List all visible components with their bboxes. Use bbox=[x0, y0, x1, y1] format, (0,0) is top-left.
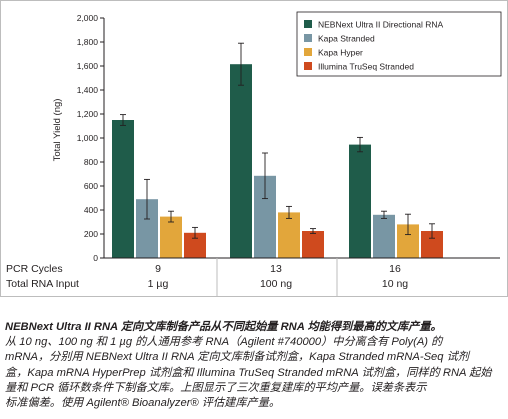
legend-swatch bbox=[304, 20, 312, 28]
y-tick-label: 0 bbox=[93, 253, 98, 263]
y-tick-label: 600 bbox=[84, 181, 98, 191]
legend: NEBNext Ultra II Directional RNA Kapa Str… bbox=[296, 11, 502, 77]
legend-label: Kapa Hyper bbox=[318, 48, 363, 58]
bar bbox=[397, 224, 419, 258]
caption-line-6: 标准偏差。使用 Agilent® Bioanalyzer® 评估建库产量。 bbox=[5, 397, 281, 410]
legend-label: NEBNext Ultra II Directional RNA bbox=[318, 20, 444, 30]
legend-label: Kapa Stranded bbox=[318, 34, 375, 44]
y-axis: 0 200 400 600 800 1,000 1,200 1,400 1,600 1,800 2,… bbox=[77, 13, 105, 263]
y-tick-label: 1,000 bbox=[77, 133, 99, 143]
pcr-cycles-value: 16 bbox=[389, 263, 401, 275]
bar bbox=[230, 64, 252, 258]
caption-line-5: 量和 PCR 循环数条件下制备文库。上图显示了三次重复建库的平均产量。误差条表示 bbox=[5, 381, 427, 394]
bar bbox=[421, 231, 443, 258]
legend-box bbox=[296, 11, 502, 77]
y-axis-label: Total Yield (ng) bbox=[52, 99, 63, 162]
caption-line-3: mRNA，分别用 NEBNext Ultra II RNA 定向文库制备试剂盒，… bbox=[5, 351, 469, 364]
caption-line-2: 从 10 ng、100 ng 和 1 µg 的人通用参考 RNA（Agilent… bbox=[5, 336, 443, 349]
errorbars-group bbox=[120, 42, 435, 239]
y-tick-label: 800 bbox=[84, 157, 98, 167]
bar bbox=[136, 199, 158, 258]
y-tick-label: 200 bbox=[84, 229, 98, 239]
legend-swatch bbox=[304, 62, 312, 70]
bar bbox=[184, 232, 206, 258]
bar bbox=[302, 231, 324, 258]
y-tick-label: 1,800 bbox=[77, 37, 99, 47]
y-tick-label: 1,200 bbox=[77, 109, 99, 119]
bar bbox=[254, 175, 276, 258]
rna-input-label: Total RNA Input bbox=[6, 278, 79, 290]
yield-bar-chart: 0 200 400 600 800 1,000 1,200 1,400 1,600 1,800 2,… bbox=[0, 0, 508, 297]
y-tick-label: 1,400 bbox=[77, 85, 99, 95]
figure-caption: NEBNext Ultra II RNA 定向文库制备产品从不同起始量 RNA … bbox=[5, 320, 503, 411]
caption-title: NEBNext Ultra II RNA 定向文库制备产品从不同起始量 RNA … bbox=[5, 321, 442, 333]
legend-swatch bbox=[304, 34, 312, 42]
bar bbox=[112, 120, 134, 258]
pcr-cycles-value: 9 bbox=[155, 263, 161, 275]
legend-swatch bbox=[304, 48, 312, 56]
rna-input-value: 100 ng bbox=[260, 278, 292, 290]
row-values-group: 9 13 16 1 µg 100 ng 10 ng bbox=[148, 263, 409, 290]
y-tick-label: 400 bbox=[84, 205, 98, 215]
pcr-cycles-label: PCR Cycles bbox=[6, 263, 63, 275]
y-tick-label: 2,000 bbox=[77, 13, 99, 23]
bar bbox=[349, 144, 371, 258]
y-tick-label: 1,600 bbox=[77, 61, 99, 71]
legend-label: Illumina TruSeq Stranded bbox=[318, 62, 414, 72]
bar bbox=[160, 216, 182, 258]
bar bbox=[278, 212, 300, 258]
bar bbox=[373, 214, 395, 258]
pcr-cycles-value: 13 bbox=[270, 263, 282, 275]
rna-input-value: 1 µg bbox=[148, 278, 169, 290]
rna-input-value: 10 ng bbox=[382, 278, 408, 290]
caption-line-4: 盒，Kapa mRNA HyperPrep 试剂盒和 Illumina TruS… bbox=[5, 366, 492, 379]
bars-group bbox=[112, 64, 443, 258]
